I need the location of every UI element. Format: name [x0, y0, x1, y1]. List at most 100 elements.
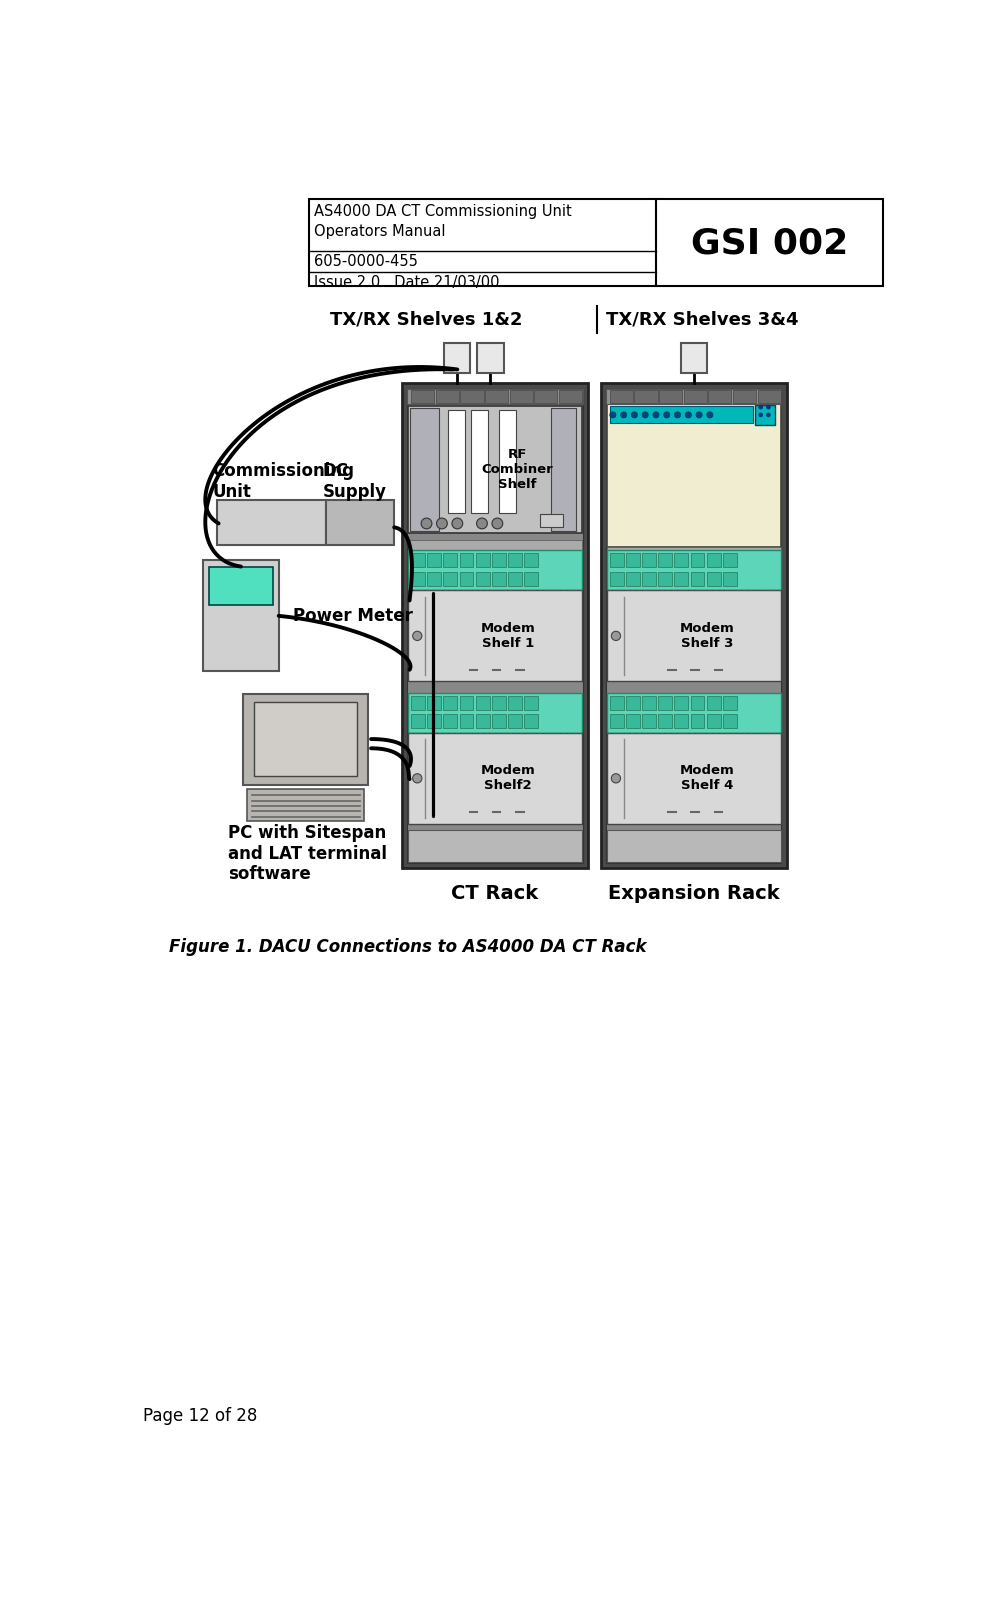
Bar: [658, 553, 672, 567]
Circle shape: [621, 412, 627, 418]
Bar: [610, 715, 624, 728]
Bar: [492, 572, 506, 585]
Circle shape: [758, 412, 763, 417]
Bar: [691, 572, 705, 585]
Bar: [444, 696, 457, 710]
Circle shape: [492, 518, 503, 529]
Bar: [607, 550, 781, 590]
Bar: [551, 407, 576, 531]
Bar: [510, 390, 533, 402]
Bar: [428, 696, 442, 710]
Bar: [643, 553, 656, 567]
Bar: [410, 407, 439, 531]
Bar: [411, 553, 425, 567]
Text: Expansion Rack: Expansion Rack: [608, 883, 779, 902]
Bar: [643, 696, 656, 710]
Bar: [607, 733, 781, 824]
Bar: [610, 572, 624, 585]
Circle shape: [632, 412, 638, 418]
Bar: [448, 410, 465, 513]
Bar: [757, 390, 781, 402]
Bar: [707, 696, 721, 710]
Bar: [643, 715, 656, 728]
Bar: [659, 390, 682, 402]
Bar: [217, 500, 327, 545]
Bar: [499, 410, 516, 513]
Bar: [635, 390, 657, 402]
Bar: [607, 692, 781, 733]
Text: Issue 2.0.  Date 21/03/00: Issue 2.0. Date 21/03/00: [314, 274, 500, 290]
Bar: [209, 566, 272, 604]
Text: Operators Manual: Operators Manual: [314, 224, 446, 239]
Text: Modem
Shelf 1: Modem Shelf 1: [481, 622, 536, 649]
Bar: [327, 500, 394, 545]
Circle shape: [612, 774, 621, 782]
Bar: [436, 390, 459, 402]
Bar: [525, 553, 539, 567]
Circle shape: [766, 412, 771, 417]
Bar: [476, 715, 490, 728]
Bar: [408, 590, 582, 681]
Bar: [460, 390, 483, 402]
Bar: [411, 696, 425, 710]
Bar: [408, 733, 582, 824]
Circle shape: [663, 412, 670, 418]
Bar: [459, 572, 473, 585]
Bar: [525, 572, 539, 585]
Circle shape: [643, 412, 648, 418]
Text: TX/RX Shelves 1&2: TX/RX Shelves 1&2: [331, 311, 523, 329]
Bar: [723, 715, 737, 728]
Bar: [658, 696, 672, 710]
Circle shape: [685, 412, 691, 418]
Bar: [606, 388, 781, 862]
Bar: [254, 702, 357, 776]
Bar: [691, 553, 705, 567]
Bar: [610, 553, 624, 567]
Bar: [709, 390, 732, 402]
Circle shape: [766, 406, 771, 409]
Bar: [444, 572, 457, 585]
Bar: [428, 715, 442, 728]
Bar: [607, 830, 781, 862]
Bar: [535, 390, 557, 402]
Bar: [658, 572, 672, 585]
Circle shape: [653, 412, 659, 418]
Text: Power Meter: Power Meter: [293, 608, 413, 625]
Bar: [248, 789, 364, 821]
Bar: [674, 553, 688, 567]
Circle shape: [612, 632, 621, 641]
Bar: [203, 561, 278, 672]
Bar: [428, 553, 442, 567]
Circle shape: [610, 412, 616, 418]
Bar: [411, 572, 425, 585]
Text: Figure 1. DACU Connections to AS4000 DA CT Rack: Figure 1. DACU Connections to AS4000 DA …: [168, 938, 646, 955]
Bar: [540, 515, 562, 526]
Bar: [707, 715, 721, 728]
Bar: [508, 553, 522, 567]
Bar: [408, 692, 582, 733]
Bar: [643, 572, 656, 585]
Bar: [411, 715, 425, 728]
Bar: [626, 696, 640, 710]
Bar: [459, 696, 473, 710]
Bar: [477, 343, 504, 373]
Bar: [607, 590, 781, 681]
Text: PC with Sitespan
and LAT terminal
software: PC with Sitespan and LAT terminal softwa…: [228, 824, 387, 883]
Bar: [707, 572, 721, 585]
Bar: [754, 406, 774, 425]
Bar: [476, 696, 490, 710]
Bar: [723, 553, 737, 567]
Bar: [606, 388, 781, 404]
Bar: [691, 696, 705, 710]
Bar: [607, 401, 781, 547]
Text: Modem
Shelf 3: Modem Shelf 3: [679, 622, 735, 649]
Bar: [407, 388, 583, 862]
Text: DC
Supply: DC Supply: [323, 462, 386, 500]
Bar: [610, 390, 633, 402]
Text: Commissioning
Unit: Commissioning Unit: [213, 462, 354, 500]
Bar: [525, 696, 539, 710]
Circle shape: [696, 412, 702, 418]
Circle shape: [758, 406, 763, 409]
Bar: [508, 715, 522, 728]
Text: GSI 002: GSI 002: [691, 228, 847, 261]
